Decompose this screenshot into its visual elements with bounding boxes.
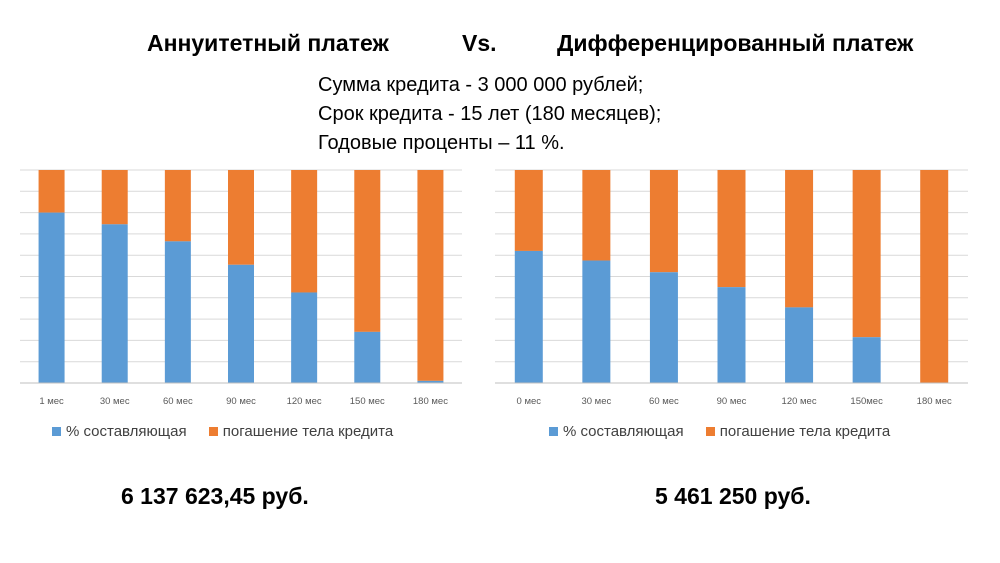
annuity-total: 6 137 623,45 руб. (121, 483, 309, 509)
bar-principal (920, 170, 949, 383)
bar-interest (649, 272, 678, 383)
bar-interest (38, 212, 65, 383)
tick-label: 60 мес (649, 396, 679, 407)
bar-principal (582, 170, 611, 261)
slide-title: Аннуитетный платеж Vs. Дифференцированны… (0, 30, 1000, 62)
legend-item-principal: погашение тела кредита (208, 423, 394, 440)
bar-principal (514, 170, 543, 251)
differentiated-chart: 0 мес 30 мес 60 мес 90 мес 120 мес 150мес 180 … (495, 169, 968, 407)
legend-label-principal: погашение тела кредита (719, 423, 891, 440)
bar-principal (228, 170, 254, 265)
loan-term-text: Срок кредита - 15 лет (180 месяцев); (318, 103, 662, 125)
legend-label-interest: % составляющая (563, 423, 684, 440)
tick-label: 150 мес (350, 396, 385, 407)
loan-amount-text: Сумма кредита - 3 000 000 рублей; (318, 74, 644, 96)
interest-rate-text: Годовые проценты – 11 %. (318, 132, 565, 154)
bar-interest (852, 337, 881, 383)
legend-item-interest: % составляющая (549, 423, 684, 440)
tick-label: 150мес (850, 396, 883, 407)
bar-interest (101, 224, 128, 383)
bar-principal (717, 170, 746, 288)
bar-interest (164, 241, 191, 383)
tick-label: 120 мес (287, 396, 322, 407)
tick-label: 0 мес (517, 396, 542, 407)
bar-principal (852, 170, 881, 338)
bar-principal (649, 170, 678, 273)
tick-label: 120 мес (782, 396, 817, 407)
bar-principal (101, 170, 128, 225)
bar-interest (514, 250, 543, 383)
bar-principal (785, 170, 814, 308)
tick-label: 180 мес (917, 396, 952, 407)
tick-label: 180 мес (413, 396, 448, 407)
tick-label: 30 мес (100, 396, 130, 407)
legend-swatch-principal (705, 427, 715, 436)
tick-label: 90 мес (226, 396, 256, 407)
bar-interest (354, 331, 381, 383)
loan-parameters: Сумма кредита - 3 000 000 рублей; Срок к… (318, 71, 661, 158)
legend-label-interest: % составляющая (66, 423, 187, 440)
bar-interest (717, 287, 746, 383)
legend-item-principal: погашение тела кредита (705, 423, 891, 440)
legend-swatch-interest (52, 427, 61, 436)
bar-interest (228, 264, 254, 383)
bar-interest (785, 307, 814, 383)
legend-swatch-principal (208, 427, 218, 436)
bar-principal (354, 170, 381, 332)
legend-label-principal: погашение тела кредита (222, 423, 394, 440)
tick-label: 1 мес (39, 396, 64, 407)
annuity-chart: 1 мес 30 мес 60 мес 90 мес 120 мес 150 мес 180… (20, 169, 462, 407)
differentiated-total: 5 461 250 руб. (655, 483, 811, 509)
differentiated-legend: % составляющая погашение тела кредита (549, 423, 908, 440)
title-annuity: Аннуитетный платеж (147, 30, 389, 56)
bar-principal (164, 170, 191, 242)
legend-item-interest: % составляющая (52, 423, 187, 440)
annuity-legend: % составляющая погашение тела кредита (52, 423, 411, 440)
title-vs: Vs. (462, 30, 497, 56)
bar-principal (417, 170, 444, 381)
bar-principal (291, 170, 318, 293)
bar-interest (417, 380, 444, 383)
title-differentiated: Дифференцированный платеж (557, 30, 914, 56)
tick-label: 30 мес (581, 396, 611, 407)
bar-principal (38, 170, 65, 213)
tick-label: 90 мес (717, 396, 747, 407)
bar-interest (291, 292, 318, 383)
legend-swatch-interest (549, 427, 558, 436)
bar-interest (582, 260, 611, 383)
tick-label: 60 мес (163, 396, 193, 407)
